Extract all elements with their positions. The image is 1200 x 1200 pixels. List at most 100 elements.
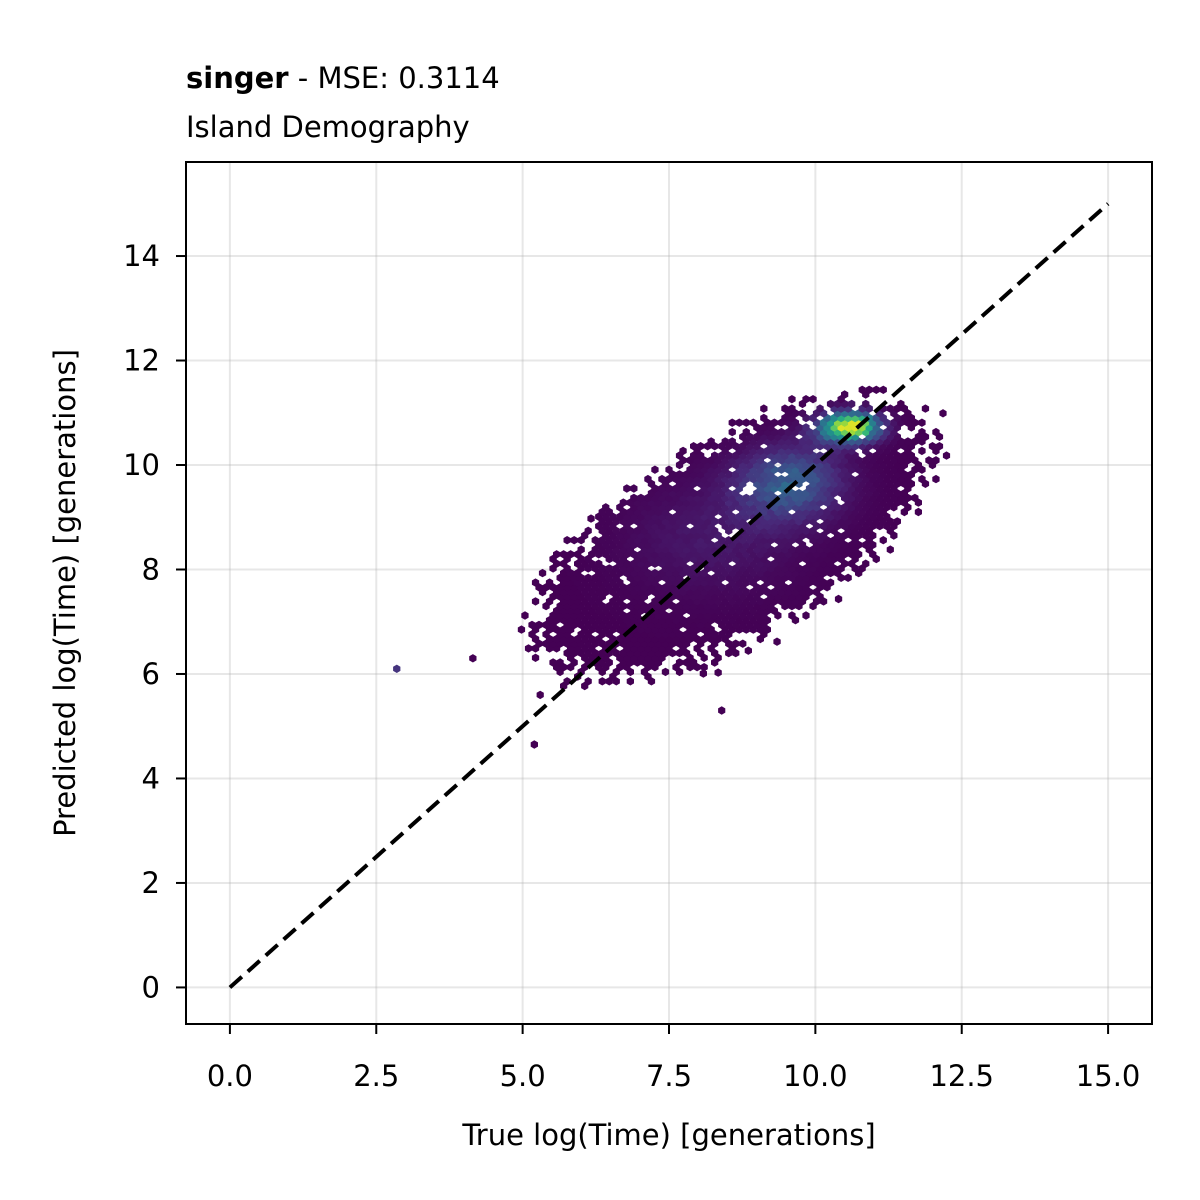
hexbin-cell-1546 [925,456,933,465]
hexbin-cell-841 [886,545,894,554]
hexbin-cell-1713 [918,427,926,437]
hexbin-cell-33 [700,663,708,672]
hexbin-cell-1790 [781,404,789,413]
hexbin-cell-1547 [932,456,940,465]
hexbin-cell-802 [577,545,585,554]
axis-ticks: 0.0 2.5 5.0 7.5 10.0 12.5 15.0 0 2 4 6 8 10 12 14 [123,239,1140,1093]
hexbin-cell-1792 [816,404,824,413]
hexbin-cell-1640 [728,437,736,446]
hexbin-cell-688 [595,559,603,568]
hexbin-cell-1308 [623,484,631,493]
hexbin-cell-51 [531,653,540,662]
hexbin-cell-758 [553,550,561,559]
hexbin-cell-1736 [749,418,757,427]
hexbin-cell-1664 [904,437,912,446]
hexbin-cell-1735 [742,418,750,427]
y-tick-label-5: 10 [123,448,160,482]
hexbin-cell-604 [844,573,852,582]
hexbin-cell-1799 [886,404,894,413]
chart-subtitle: Island Demography [186,110,470,144]
hexbin-cell-315 [788,611,796,620]
hexbin-cell-1072 [893,517,901,526]
reference-line [228,202,1110,989]
hexbin-cell-1637 [935,442,944,451]
hexbin-cell-219 [528,620,536,630]
hexbin-cell-34 [549,658,557,667]
hexbin-cell-1788 [939,409,947,418]
hexbin-cell-1791 [788,404,796,413]
hexbin-cell-1638 [707,437,715,446]
hexbin-cell-571 [584,573,592,582]
hexbin-cell-1579 [942,451,951,460]
hexbin-cell-1807 [848,399,856,409]
hexbin-cell-532 [545,578,554,587]
hexbin-cell-284 [521,611,529,620]
hexbin-cell-1809 [897,399,905,409]
hexbin-cell-1309 [630,484,638,493]
hexbin-cell-1789 [760,404,768,413]
hexbin-cell-1823 [714,668,722,677]
hexbin-cell-1714 [932,427,940,437]
hexbin-cell-1758 [760,413,768,423]
hexbin-cell-1818 [872,385,880,394]
hexbin-cell-383 [531,597,540,606]
hexbin-cell-1551 [711,451,719,460]
hexbin-cell-1808 [862,399,870,409]
x-tick-label-4: 10.0 [783,1059,848,1093]
hexbin-outlier-0 [393,664,401,673]
hexbin-cell-7 [626,677,634,686]
y-tick-label-4: 8 [142,552,160,586]
hexbin-cell-1777 [798,409,807,418]
hexbin-cell-1153 [602,503,610,512]
hexbin-cell-1825 [699,669,707,678]
hexbin-cell-1811 [802,395,810,404]
hexbin-cell-1413 [932,474,940,484]
y-tick-label-0: 0 [142,970,160,1004]
y-tick-label-1: 2 [142,866,160,900]
hexbin-cell-880 [570,536,578,545]
hexbin-cell-1820 [587,514,595,523]
hexbin-cell-1733 [728,418,736,427]
hexbin-cell-650 [605,564,613,573]
hexbin-cell-1757 [918,418,926,427]
hexbin-cell-1639 [721,437,729,446]
hexbin-cell-1605 [690,442,698,451]
hexbin-cell-1393 [777,474,785,484]
hexbin-cell-1447 [665,465,673,474]
hexbin-cell-1819 [879,385,887,394]
hexbin-cell-1720 [802,423,810,432]
hexbin-outlier-2 [718,706,726,715]
hexbin-cell-617 [651,568,659,578]
hexbin-cell-1152 [914,507,922,517]
hexbin-cell-1273 [911,493,919,503]
hexbin-cell-1691 [728,427,736,437]
x-tick-label-2: 5.0 [500,1059,546,1093]
hexbin-cell-136 [739,639,747,648]
hexbin-cell-531 [531,578,540,587]
hexbin-cell-566 [826,578,835,587]
hexbin-cell-1810 [788,395,796,404]
hexbin-cell-1812 [809,395,817,404]
hexbin-cell-760 [567,550,575,559]
hexbin-outlier-4 [536,690,544,700]
hexbin-cell-879 [563,536,571,545]
hexbin-cell-1734 [735,418,743,427]
y-tick-label-3: 6 [142,657,160,691]
hexbin-cell-1446 [651,465,659,474]
hexbin-cell-1250 [742,493,750,503]
chart-title: singer - MSE: 0.3114 [186,61,500,95]
hexbin-cell-135 [732,639,740,648]
hexbin-cell-188 [517,625,526,634]
hexbin-cell-1802 [921,404,930,413]
x-axis-label: True log(Time) [generations] [461,1118,875,1152]
y-tick-label-2: 4 [142,761,160,795]
x-tick-label-5: 12.5 [929,1059,994,1093]
hexbin-cell-35 [556,658,564,667]
y-axis-label: Predicted log(Time) [generations] [48,349,82,837]
title-bold: singer [186,61,289,95]
hexbin-cell-1580 [679,446,687,456]
x-tick-label-6: 15.0 [1076,1059,1141,1093]
hexbin-cell-957 [584,526,592,535]
hexbin-cell-47 [675,658,684,667]
